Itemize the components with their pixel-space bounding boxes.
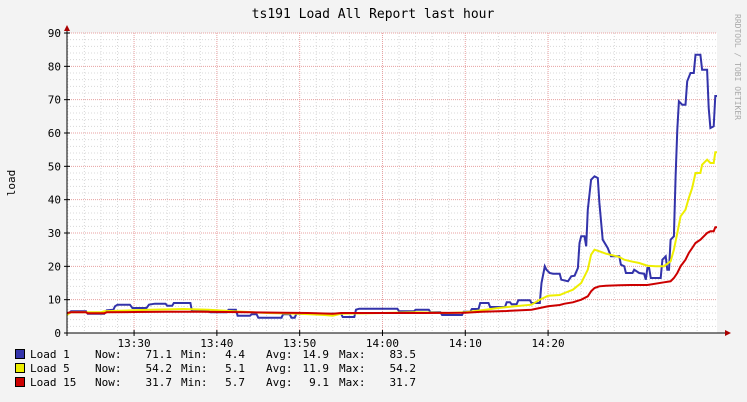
legend-now-label: Now: [95, 376, 122, 389]
legend-min-label: Min: [181, 376, 208, 389]
y-tick-label: 80 [48, 60, 61, 73]
legend-now-label: Now: [95, 362, 122, 375]
y-axis-label: load [5, 170, 18, 197]
series-line-load-15 [66, 226, 717, 315]
x-tick-label: 14:20 [532, 337, 565, 350]
legend-max-label: Max: [339, 376, 366, 389]
legend: Load 1 Now: 71.1 Min: 4.4 Avg: 14.9 Max: 83.5 Loa… [15, 348, 417, 389]
x-tick-label: 14:00 [366, 337, 399, 350]
y-tick-label: 50 [48, 160, 61, 173]
y-tick-label: 20 [48, 260, 61, 273]
x-tick-label: 13:30 [118, 337, 151, 350]
x-tick-label: 13:40 [200, 337, 233, 350]
x-axis-arrow [725, 330, 731, 336]
legend-series-name: Load 5 [30, 362, 70, 375]
y-tick-label: 70 [48, 94, 61, 107]
legend-max-label: Max: [339, 362, 366, 375]
y-axis-arrow [64, 25, 70, 31]
y-tick-label: 30 [48, 227, 61, 240]
legend-avg-label: Avg: [266, 376, 293, 389]
plot-area [67, 33, 717, 333]
legend-swatch-load-5 [15, 363, 25, 373]
legend-now-value: 71.1 [146, 348, 173, 361]
y-tick-label: 10 [48, 294, 61, 307]
tick-labels: 0 10 20 30 40 50 60 70 80 90 13:30 13:40 13:50 14:00 1… [48, 27, 565, 350]
y-tick-label: 90 [48, 27, 61, 40]
x-tick-label: 13:50 [283, 337, 316, 350]
legend-min-value: 4.4 [225, 348, 245, 361]
legend-max-value: 31.7 [390, 376, 417, 389]
rrdtool-watermark: RRDTOOL / TOBI OETIKER [733, 14, 742, 120]
legend-avg-value: 14.9 [303, 348, 330, 361]
legend-now-value: 31.7 [146, 376, 173, 389]
chart-title: ts191 Load All Report last hour [252, 7, 495, 22]
legend-min-value: 5.1 [225, 362, 245, 375]
series-layer [66, 53, 717, 319]
legend-min-label: Min: [181, 362, 208, 375]
axes [64, 25, 731, 336]
legend-swatch-load-15 [15, 377, 25, 387]
legend-now-label: Now: [95, 348, 122, 361]
legend-min-value: 5.7 [225, 376, 245, 389]
legend-series-name: Load 15 [30, 376, 76, 389]
legend-max-value: 83.5 [390, 348, 417, 361]
y-tick-label: 0 [54, 327, 61, 340]
legend-max-value: 54.2 [390, 362, 417, 375]
legend-avg-label: Avg: [266, 362, 293, 375]
y-tick-label: 40 [48, 194, 61, 207]
legend-now-value: 54.2 [146, 362, 173, 375]
x-tick-label: 14:10 [449, 337, 482, 350]
legend-avg-label: Avg: [266, 348, 293, 361]
legend-avg-value: 11.9 [303, 362, 330, 375]
legend-avg-value: 9.1 [309, 376, 329, 389]
legend-max-label: Max: [339, 348, 366, 361]
legend-series-name: Load 1 [30, 348, 70, 361]
legend-min-label: Min: [181, 348, 208, 361]
legend-swatch-load-1 [15, 349, 25, 359]
y-tick-label: 60 [48, 127, 61, 140]
